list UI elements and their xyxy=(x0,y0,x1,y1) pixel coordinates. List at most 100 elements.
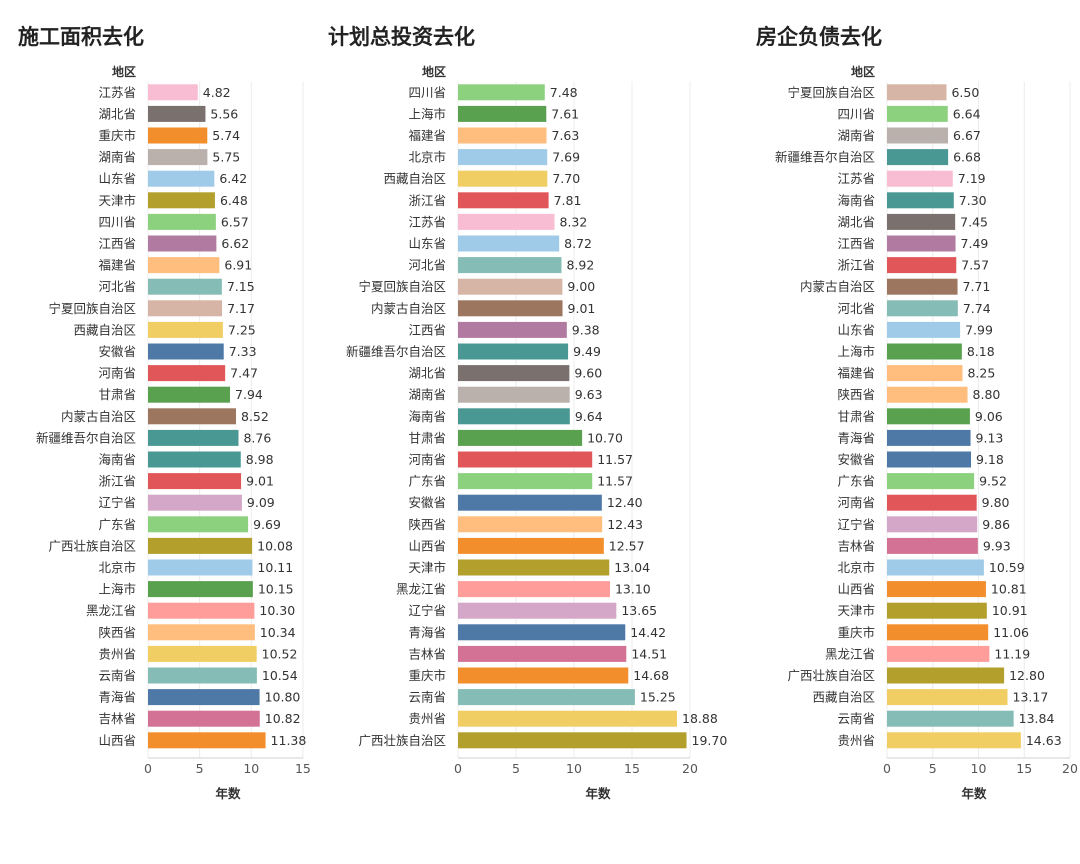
bar xyxy=(148,581,253,598)
bar xyxy=(458,516,603,533)
chart-panel-construction-area: 施工面积去化 地区 年数 0 5 10 15 江苏省 4.82 湖北省 5.56 重庆市 5.74… xyxy=(18,25,311,801)
bar xyxy=(148,408,237,425)
bar xyxy=(458,624,626,641)
bar xyxy=(148,84,198,101)
value-label: 19.70 xyxy=(692,733,728,748)
bar xyxy=(887,365,963,382)
x-tick-label: 10 xyxy=(243,761,259,776)
bar xyxy=(458,473,593,490)
bar xyxy=(148,429,239,446)
category-label: 青海省 xyxy=(837,430,875,445)
value-label: 11.57 xyxy=(597,452,633,467)
value-label: 9.69 xyxy=(253,517,281,532)
value-label: 10.34 xyxy=(260,625,296,640)
bar xyxy=(887,602,987,619)
bar xyxy=(458,84,545,101)
value-label: 13.17 xyxy=(1013,690,1049,705)
x-tick-label: 20 xyxy=(1062,761,1078,776)
bar xyxy=(458,710,678,727)
value-label: 9.60 xyxy=(574,366,602,381)
category-label: 吉林省 xyxy=(837,538,875,553)
bar xyxy=(458,321,567,338)
chart-panel-developer-debt: 房企负债去化 地区 年数 0 5 10 15 20 宁夏回族自治区 6.50 四川省 6.64 湖… xyxy=(756,25,1078,801)
bar xyxy=(148,451,241,468)
category-label: 西藏自治区 xyxy=(383,171,446,186)
category-label: 重庆市 xyxy=(98,128,136,143)
bar xyxy=(148,386,231,403)
bar xyxy=(458,213,555,230)
value-label: 7.81 xyxy=(554,193,582,208)
x-tick-label: 5 xyxy=(929,761,937,776)
bar xyxy=(148,235,217,252)
value-label: 12.80 xyxy=(1009,668,1045,683)
category-label: 黑龙江省 xyxy=(396,582,446,597)
category-label: 云南省 xyxy=(408,690,446,705)
category-label: 青海省 xyxy=(98,690,136,705)
value-label: 13.65 xyxy=(621,603,657,618)
x-tick-label: 20 xyxy=(682,761,698,776)
category-label: 上海市 xyxy=(408,106,446,121)
bar xyxy=(887,105,948,122)
value-label: 15.25 xyxy=(640,690,676,705)
value-label: 8.98 xyxy=(246,452,274,467)
value-label: 14.63 xyxy=(1026,733,1062,748)
category-label: 上海市 xyxy=(98,582,136,597)
category-label: 河南省 xyxy=(837,495,875,510)
value-label: 14.51 xyxy=(631,646,667,661)
value-label: 6.42 xyxy=(219,171,247,186)
bar xyxy=(148,537,253,554)
value-label: 7.71 xyxy=(963,279,991,294)
value-label: 8.72 xyxy=(564,236,592,251)
category-label: 陕西省 xyxy=(98,625,136,640)
category-label: 海南省 xyxy=(837,193,875,208)
value-label: 6.91 xyxy=(224,258,252,273)
category-label: 广东省 xyxy=(98,517,136,532)
bar xyxy=(887,429,971,446)
value-label: 10.70 xyxy=(587,430,623,445)
bar xyxy=(148,213,216,230)
bar xyxy=(458,278,563,295)
category-label: 浙江省 xyxy=(98,474,136,489)
bar xyxy=(458,537,604,554)
category-label: 江西省 xyxy=(408,322,446,337)
chart-title: 施工面积去化 xyxy=(18,25,144,49)
bar xyxy=(887,300,958,317)
value-label: 9.01 xyxy=(568,301,596,316)
bar xyxy=(458,689,635,706)
category-label: 湖南省 xyxy=(408,387,446,402)
value-label: 7.63 xyxy=(552,128,580,143)
category-label: 江苏省 xyxy=(98,85,136,100)
bar xyxy=(458,732,687,749)
value-label: 7.61 xyxy=(551,106,579,121)
bar xyxy=(458,257,562,274)
bar xyxy=(887,710,1014,727)
category-label: 江苏省 xyxy=(408,214,446,229)
bar xyxy=(458,235,560,252)
bar xyxy=(148,732,266,749)
bar xyxy=(148,516,249,533)
category-label: 重庆市 xyxy=(408,668,446,683)
x-tick-label: 10 xyxy=(971,761,987,776)
x-axis-title: 年数 xyxy=(215,786,241,801)
x-axis-title: 年数 xyxy=(961,786,987,801)
category-label: 河南省 xyxy=(408,452,446,467)
value-label: 8.25 xyxy=(967,366,995,381)
bar xyxy=(458,343,569,360)
value-label: 7.99 xyxy=(965,322,993,337)
value-label: 7.25 xyxy=(228,322,256,337)
bar xyxy=(148,710,260,727)
value-label: 13.10 xyxy=(615,582,651,597)
category-label: 云南省 xyxy=(837,711,875,726)
bar xyxy=(887,624,989,641)
category-label: 山东省 xyxy=(837,322,875,337)
value-label: 11.57 xyxy=(597,474,633,489)
category-header: 地区 xyxy=(112,64,136,79)
category-label: 北京市 xyxy=(408,150,446,165)
category-label: 内蒙古自治区 xyxy=(800,279,875,294)
bar xyxy=(887,559,984,576)
value-label: 10.54 xyxy=(262,668,298,683)
bar xyxy=(887,257,957,274)
category-label: 内蒙古自治区 xyxy=(371,301,446,316)
value-label: 7.15 xyxy=(227,279,255,294)
category-label: 天津市 xyxy=(408,560,446,575)
